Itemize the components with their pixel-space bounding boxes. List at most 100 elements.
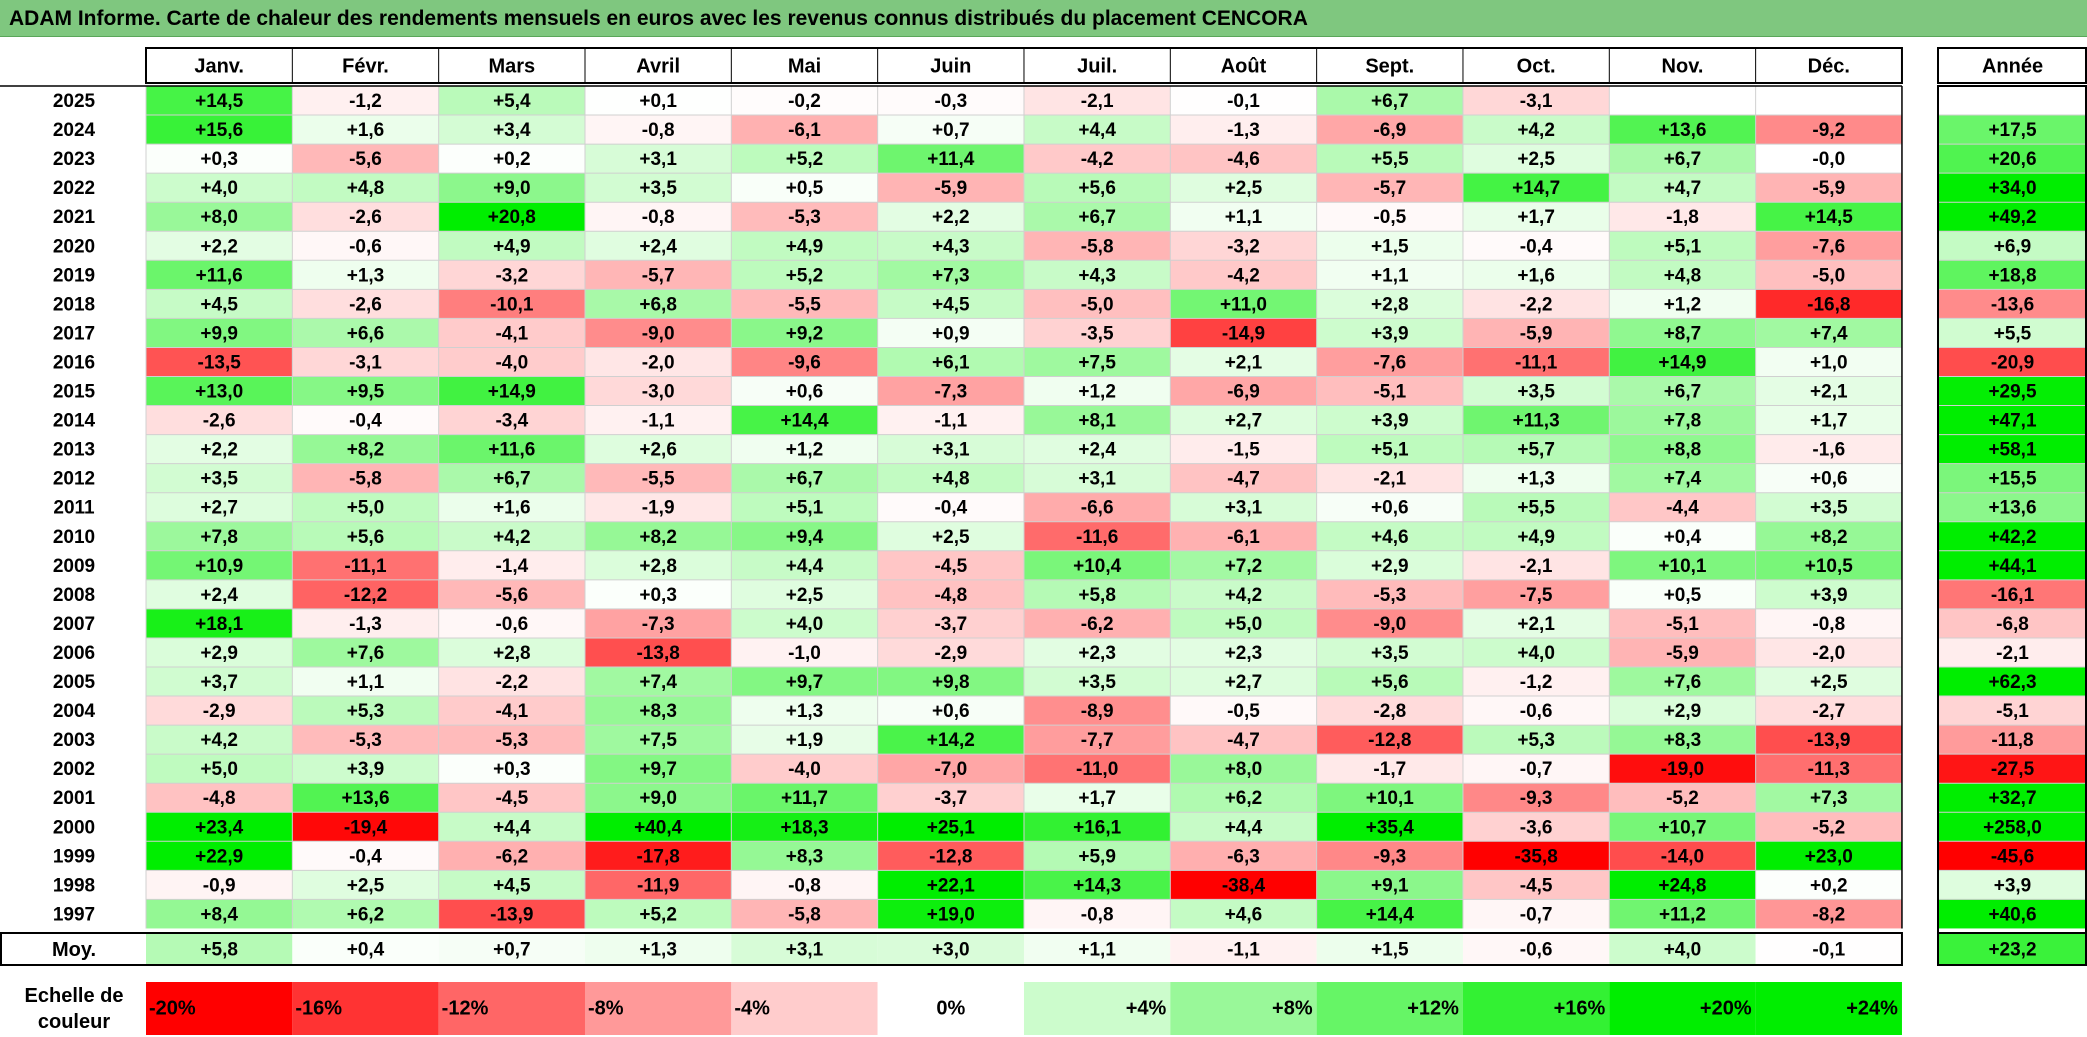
cell-value-label: -0,6 xyxy=(495,614,528,635)
heatmap-cell xyxy=(1462,608,1610,638)
cell-value-label: -1,5 xyxy=(1227,440,1260,461)
heatmap-cell xyxy=(1462,783,1610,813)
annual-value-label: +17,5 xyxy=(1988,120,2037,141)
cell-value-label: +10,1 xyxy=(1658,556,1707,577)
cell-value-label: +1,9 xyxy=(786,730,824,751)
row-year-label: 2003 xyxy=(53,730,95,751)
cell-value-label: +4,5 xyxy=(200,294,238,315)
annual-cell xyxy=(1938,289,2087,319)
heatmap-cell xyxy=(146,608,293,638)
cell-value-label: +2,1 xyxy=(1517,614,1555,635)
cell-value-label: -5,5 xyxy=(642,469,675,490)
heatmap-cell xyxy=(584,550,732,580)
cell-value-label: -5,6 xyxy=(495,585,528,606)
heatmap-cell xyxy=(584,899,732,929)
cell-value-label: +7,2 xyxy=(1225,556,1263,577)
cell-value-label: +8,0 xyxy=(1225,759,1263,780)
heatmap-cell xyxy=(1170,260,1317,290)
annual-value-label: +58,1 xyxy=(1988,440,2037,461)
heatmap-cell xyxy=(1462,202,1610,232)
heatmap-cell xyxy=(1170,870,1317,900)
heatmap-cell xyxy=(731,173,878,203)
cell-value-label: -1,9 xyxy=(642,498,675,519)
row-year-label: 2015 xyxy=(53,382,96,403)
heatmap-cell xyxy=(1462,376,1610,406)
cell-value-label: +8,8 xyxy=(1664,440,1702,461)
scale-swatch xyxy=(1170,982,1317,1035)
cell-value-label: -5,8 xyxy=(1081,236,1114,257)
heatmap-cell xyxy=(1023,405,1171,435)
average-cell xyxy=(584,933,732,965)
cell-value-label: +3,7 xyxy=(200,672,238,693)
cell-value-label: -3,7 xyxy=(934,788,967,809)
cell-value-label: -2,1 xyxy=(1081,91,1114,112)
cell-value-label: +22,1 xyxy=(927,875,976,896)
scale-step-label: +24% xyxy=(1846,998,1898,1020)
annual-cell xyxy=(1938,86,2087,116)
cell-value-label: +2,5 xyxy=(1810,672,1848,693)
cell-value-label: +2,3 xyxy=(1225,643,1263,664)
average-cell xyxy=(292,933,439,965)
heatmap-cell xyxy=(1755,783,1902,813)
cell-value-label: -2,9 xyxy=(934,643,967,664)
cell-value-label: +22,9 xyxy=(195,846,243,867)
heatmap-cell xyxy=(1755,173,1902,203)
cell-value-label: +2,5 xyxy=(1517,149,1555,170)
cell-value-label: -5,3 xyxy=(1373,585,1406,606)
heatmap-cell xyxy=(292,376,439,406)
cell-value-label: +4,4 xyxy=(1078,120,1116,141)
average-cell xyxy=(146,933,293,965)
heatmap-cell xyxy=(438,463,585,493)
heatmap-cell xyxy=(1023,521,1171,551)
cell-value-label: +6,2 xyxy=(347,904,385,925)
heatmap-cell xyxy=(146,870,293,900)
heatmap-cell xyxy=(1316,347,1463,377)
heatmap-cell xyxy=(438,492,585,522)
heatmap-cell xyxy=(1462,521,1610,551)
heatmap-cell xyxy=(731,696,878,726)
heatmap-cell xyxy=(1609,115,1756,145)
annual-cell xyxy=(1938,173,2087,203)
row-year-label: 1998 xyxy=(53,875,95,896)
row-year-label: 2005 xyxy=(53,672,96,693)
heatmap-cell xyxy=(1170,86,1317,116)
heatmap-cell xyxy=(1755,579,1902,609)
heatmap-cell xyxy=(1462,260,1610,290)
cell-value-label: +4,4 xyxy=(1225,817,1263,838)
cell-value-label: -4,5 xyxy=(1520,875,1553,896)
heatmap-cell xyxy=(584,318,732,348)
average-cell xyxy=(1462,933,1610,965)
cell-value-label: +7,6 xyxy=(347,643,385,664)
heatmap-cell xyxy=(292,144,439,174)
cell-value-label: -19,4 xyxy=(344,817,388,838)
heatmap-cell xyxy=(731,115,878,145)
heatmap-cell xyxy=(731,144,878,174)
row-year-label: 2002 xyxy=(53,759,95,780)
cell-value-label: +6,7 xyxy=(493,469,531,490)
cell-value-label: +2,5 xyxy=(786,585,824,606)
cell-value-label: +9,8 xyxy=(932,672,970,693)
heatmap-cell xyxy=(438,521,585,551)
cell-value-label: -4,0 xyxy=(788,759,821,780)
scale-swatch xyxy=(1316,982,1463,1035)
cell-value-label: +1,3 xyxy=(1517,469,1555,490)
heatmap-cell xyxy=(1755,434,1902,464)
cell-value-label: +0,4 xyxy=(1664,527,1702,548)
heatmap-cell xyxy=(1170,521,1317,551)
cell-value-label: +2,9 xyxy=(1371,556,1409,577)
row-year-label: 2004 xyxy=(53,701,96,722)
heatmap-cell xyxy=(1462,231,1610,261)
cell-value-label: +2,6 xyxy=(639,440,677,461)
cell-value-label: +4,4 xyxy=(493,817,531,838)
heatmap-cell xyxy=(731,608,878,638)
heatmap-cell xyxy=(438,637,585,667)
heatmap-cell xyxy=(731,434,878,464)
scale-step-label: +16% xyxy=(1554,998,1606,1020)
heatmap-cell xyxy=(438,841,585,871)
cell-value-label: -0,8 xyxy=(1081,904,1114,925)
heatmap-cell xyxy=(584,812,732,842)
annual-value-label: +32,7 xyxy=(1988,788,2036,809)
heatmap-cell xyxy=(146,725,293,755)
cell-value-label: -3,7 xyxy=(934,614,967,635)
cell-value-label: -38,4 xyxy=(1222,875,1266,896)
